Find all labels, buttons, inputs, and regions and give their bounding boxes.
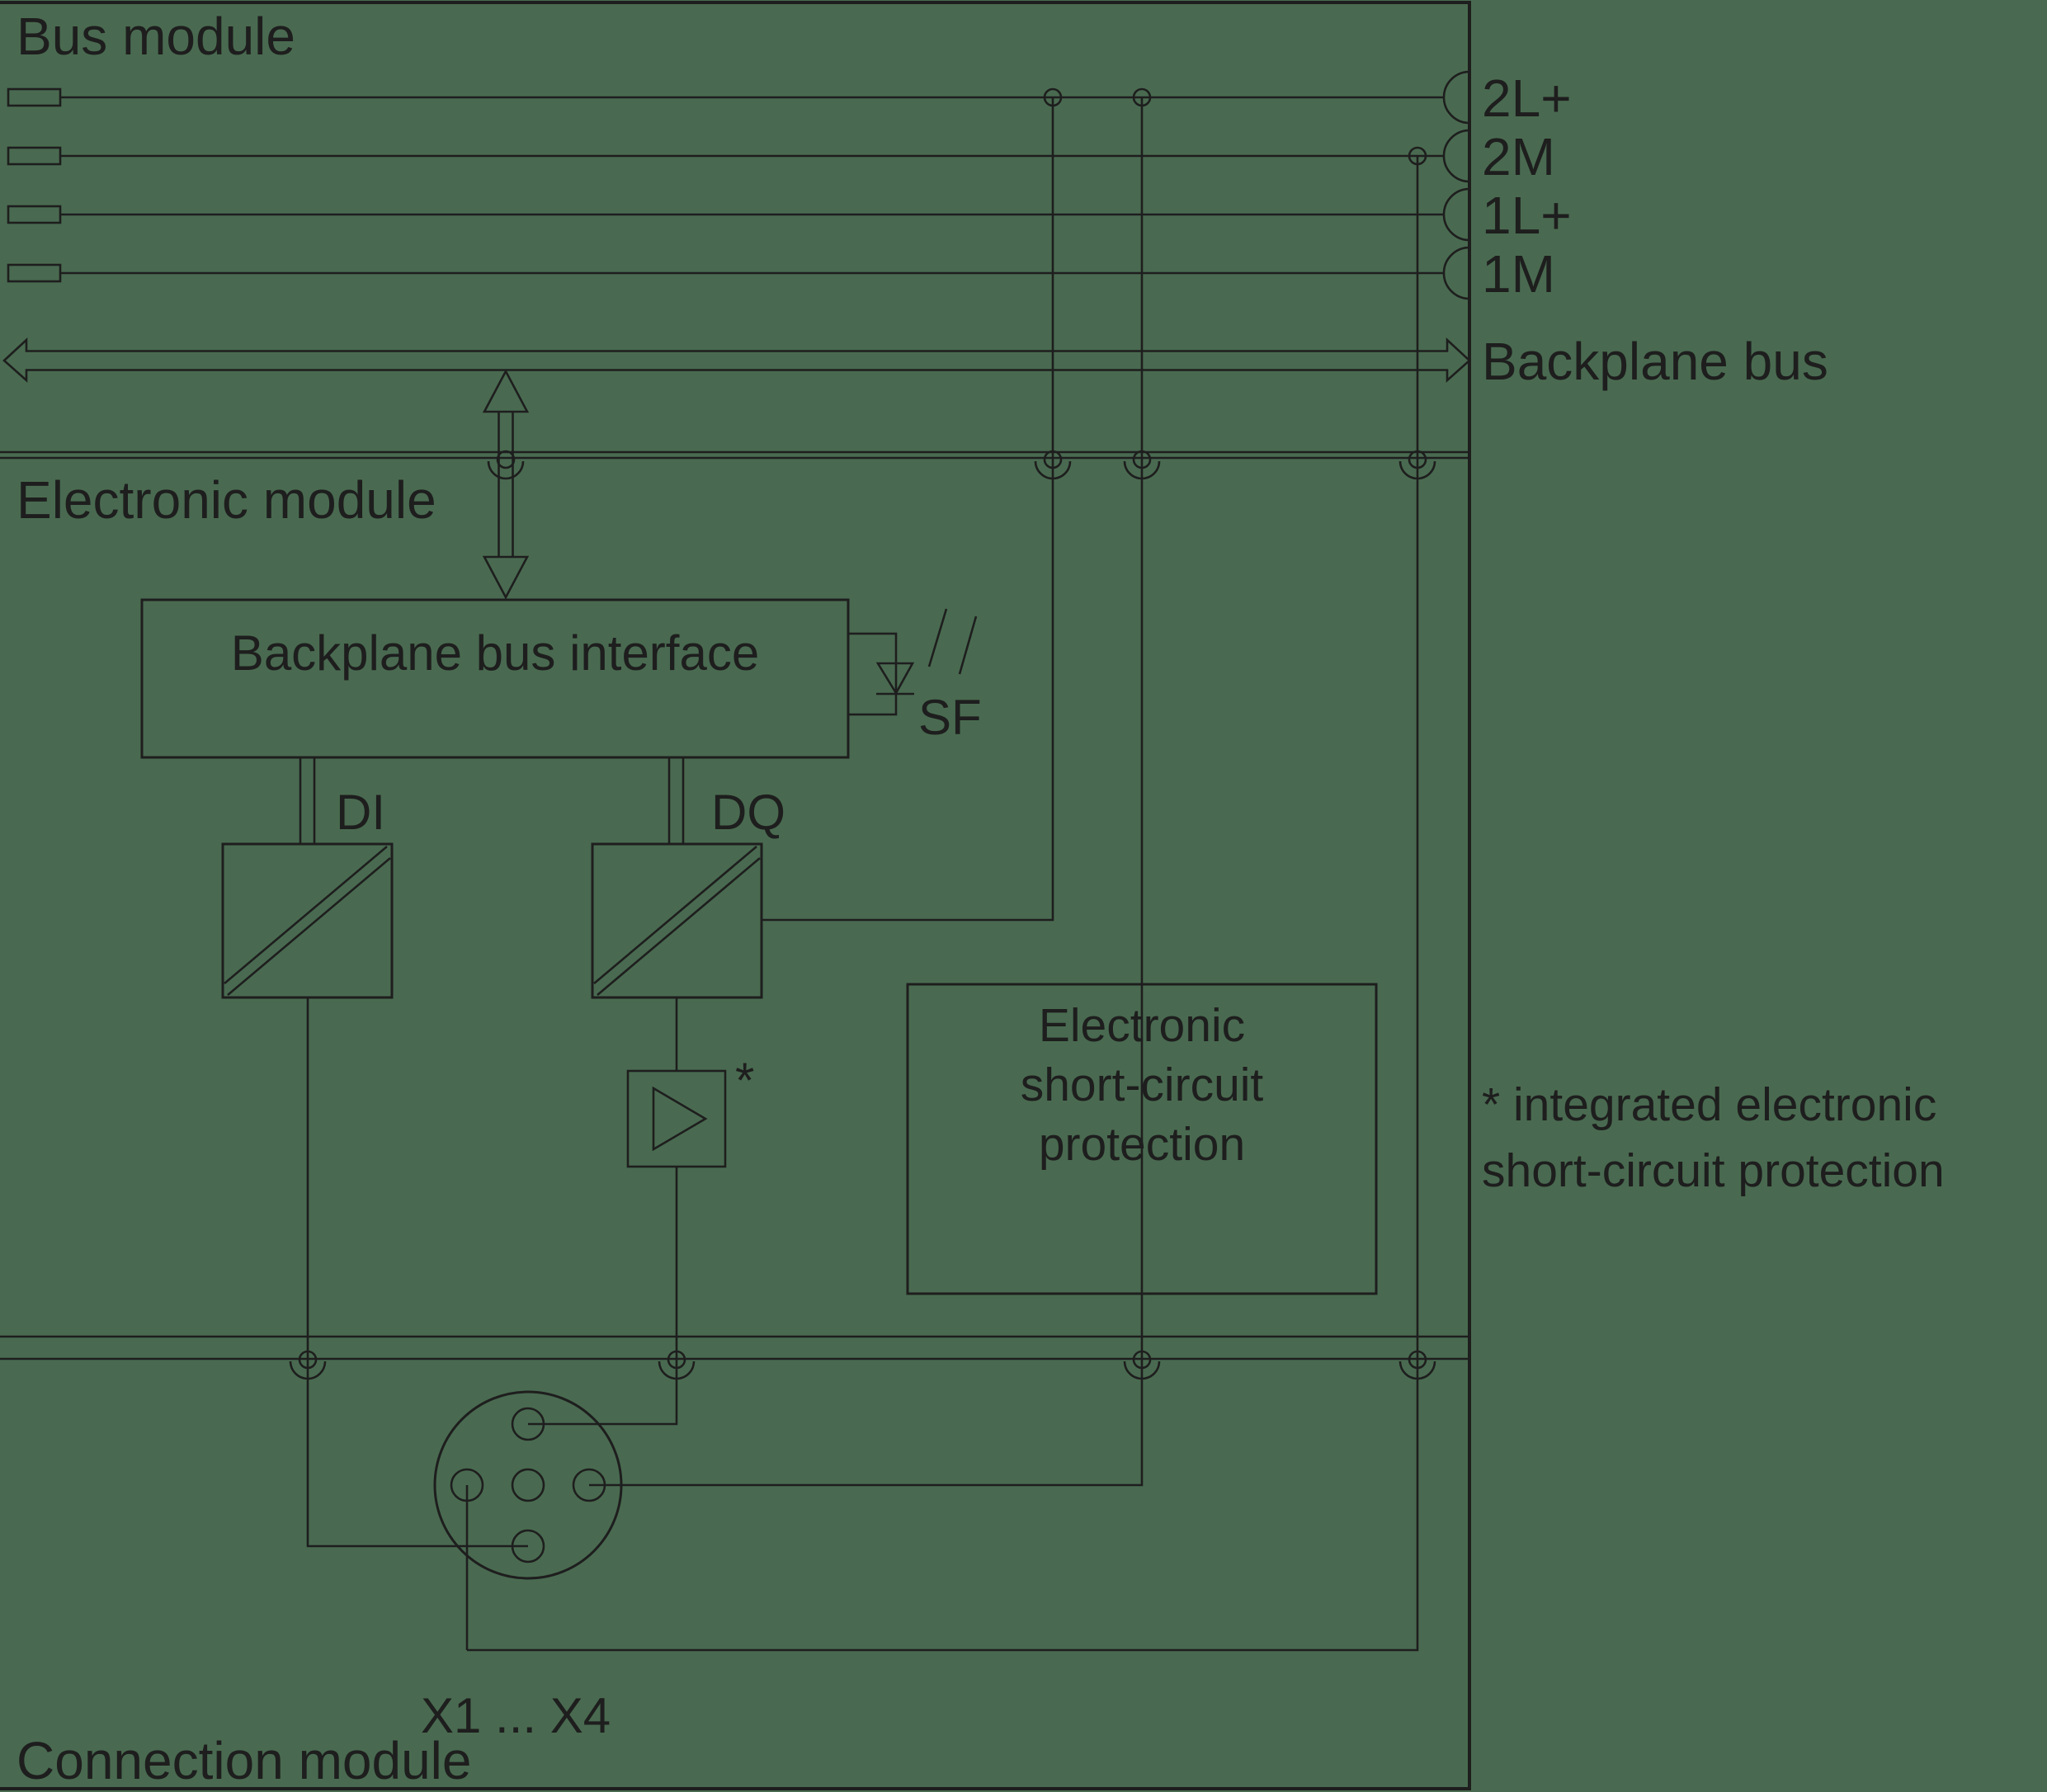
dq-label: DQ [711,785,785,840]
rail-terminal-lug [7,263,62,283]
footnote-line2: short-circuit protection [1482,1144,1945,1197]
led-diode-triangle [875,662,915,696]
bus-interface-double-arrow [482,369,530,600]
wire-2Lplus-to-connector-right-pin [589,97,1144,1487]
sf-led-indicator [847,608,978,716]
protection-box-text-line2: short-circuit [1021,1059,1264,1111]
section-label-connection-module: Connection module [17,1731,471,1790]
section-label-electronic-module: Electronic module [17,470,436,530]
power-rail-2Lplus [7,70,1470,125]
rail-label-1M: 1M [1482,244,1555,304]
connector-pin-left [450,1468,484,1502]
output-driver [626,1069,727,1168]
wire-2M-to-connector-left-pin [467,156,1419,1652]
led-emission-slash-2 [958,615,978,675]
rail-socket-arc [1442,187,1470,242]
rail-label-2M: 2M [1482,127,1555,186]
rail-terminal-lug [7,87,62,107]
power-rail-2M [7,129,1470,183]
led-body [847,632,898,716]
di-isolation-diagonal-1 [224,846,388,984]
di-label: DI [336,785,385,840]
backplane-bus-label: Backplane bus [1482,332,1828,391]
power-rail-1M [7,246,1470,300]
connector-pin-right [572,1468,606,1502]
connector-pin-center [511,1468,545,1502]
wire-2Lplus-to-dq-block [762,97,1054,922]
rail-socket-arc [1442,246,1470,300]
protection-box-text-line1: Electronic [1039,999,1245,1052]
feedthrough-circle [496,450,516,469]
driver-amplifier-triangle [652,1086,708,1152]
dq-isolation-block [591,842,763,999]
m12-connector [433,1390,623,1580]
rail-socket-arc [1442,70,1470,125]
connector-pin-bottom [511,1529,545,1563]
wire-di-to-connector-bottom-pin [306,997,528,1548]
backplane-bus-interface-label: Backplane bus interface [231,625,759,681]
arrow-head-down [482,555,530,600]
di-isolation-block [221,842,394,999]
arrow-head-up [482,369,530,413]
sf-label: SF [918,690,982,745]
feedthrough-lower-divider [289,1350,1436,1380]
connector-pin-top [511,1407,545,1441]
feedthrough-upper-divider [487,450,1436,480]
section-label-bus-module: Bus module [17,7,295,66]
wire-driver-to-connector-top-pin [528,1167,678,1426]
led-emission-slash-1 [927,608,948,667]
feedthrough-arc [487,460,525,480]
rail-label-1Lplus: 1L+ [1482,186,1572,245]
footnote-line1: * integrated electronic [1482,1078,1936,1131]
di-isolation-diagonal-2 [227,857,391,996]
connector-ports-label: X1 ... X4 [421,1688,611,1743]
rail-label-2Lplus: 2L+ [1482,68,1572,128]
rail-terminal-lug [7,146,62,166]
connector-face [433,1390,623,1580]
driver-asterisk: * [735,1053,754,1108]
rail-terminal-lug [7,205,62,224]
backplane-bus-arrow [2,337,1471,383]
module-frame [0,1,1471,1790]
dq-isolation-diagonal-2 [597,857,761,996]
driver-box [626,1069,727,1168]
dq-isolation-diagonal-1 [593,846,757,984]
power-rail-1Lplus [7,187,1470,242]
protection-box-text-line3: protection [1039,1118,1245,1171]
rail-socket-arc [1442,129,1470,183]
